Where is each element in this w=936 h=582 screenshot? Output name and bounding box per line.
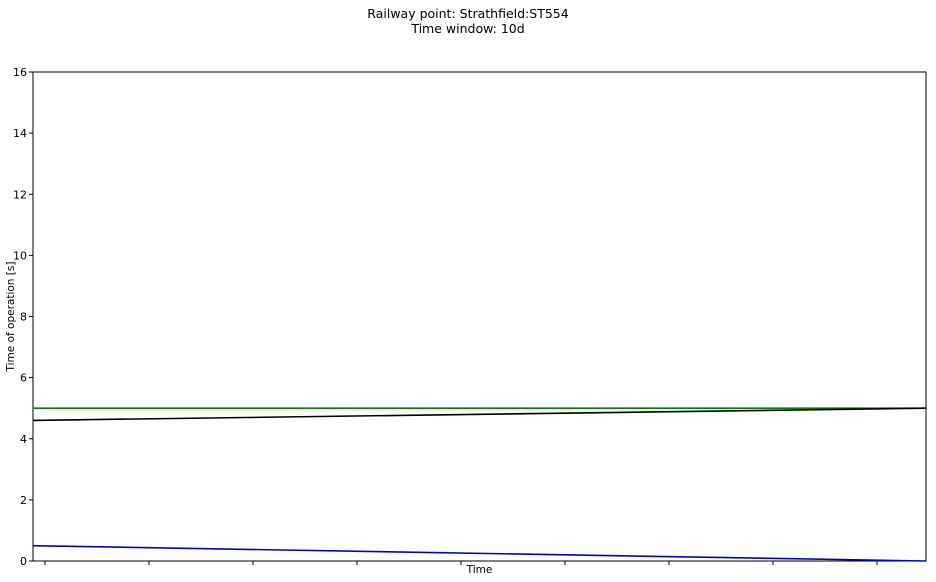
y-tick-label: 2	[20, 494, 27, 507]
chart-subtitle: Time window: 10d	[411, 21, 525, 36]
x-axis-label: Time	[466, 564, 493, 576]
y-tick-label: 16	[13, 66, 27, 79]
y-axis: 0 2 4 6 8 10 12 14 16	[13, 66, 33, 568]
y-tick-label: 4	[20, 433, 27, 446]
y-tick-label: 12	[13, 188, 27, 201]
plot-area	[32, 71, 927, 562]
y-tick-label: 0	[20, 555, 27, 568]
y-tick-label: 6	[20, 372, 27, 385]
x-axis	[44, 561, 878, 565]
y-tick-label: 8	[20, 311, 27, 324]
y-axis-label: Time of operation [s]	[5, 262, 17, 373]
chart-title: Railway point: Strathfield:ST554	[367, 6, 569, 21]
series-lines	[32, 407, 927, 562]
y-tick-label: 10	[13, 249, 27, 262]
series-line-3	[32, 544, 927, 562]
series-line-2	[32, 407, 927, 422]
y-tick-label: 14	[13, 127, 27, 140]
